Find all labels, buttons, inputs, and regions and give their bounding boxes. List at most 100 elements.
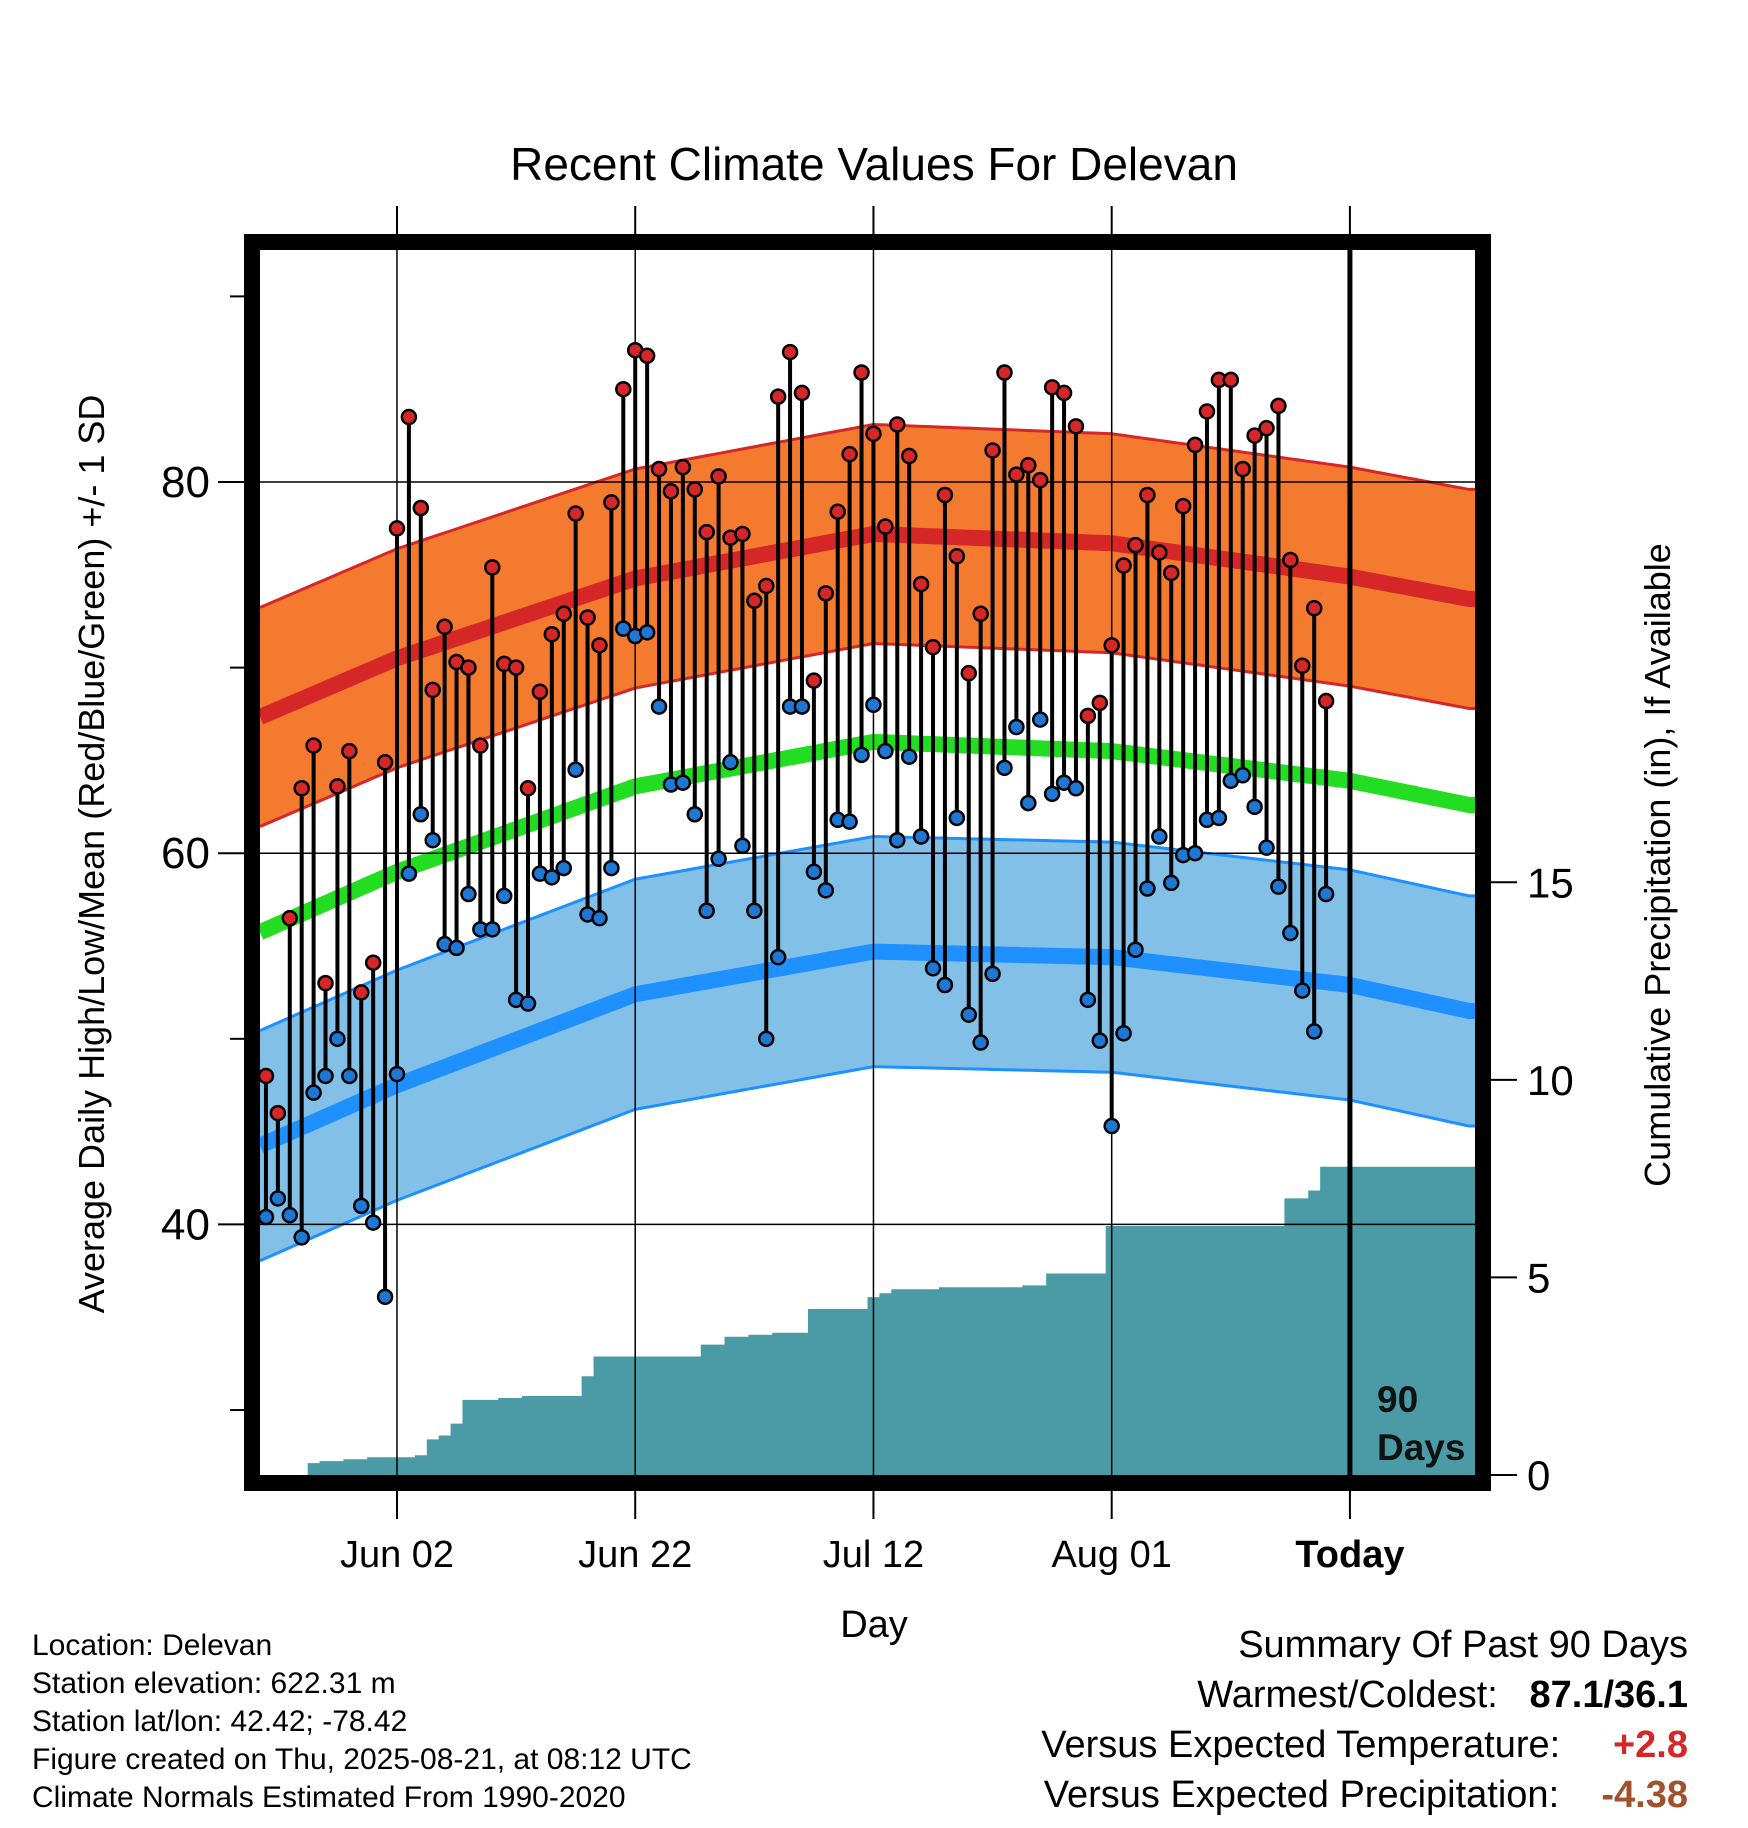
chart-title: Recent Climate Values For Delevan xyxy=(510,138,1238,190)
high-point xyxy=(400,408,418,426)
low-point xyxy=(305,1084,322,1101)
high-point xyxy=(1115,557,1132,574)
high-point xyxy=(984,442,1001,459)
high-point xyxy=(877,518,894,535)
axis-ticks: 40 60 80 0 5 10 15 Jun 02 Jun 22 Jul 12 Aug 01 Toda… xyxy=(161,206,1574,1576)
high-point xyxy=(960,664,977,682)
high-band-lower-edge xyxy=(259,641,1475,828)
low-point xyxy=(817,882,835,899)
low-point xyxy=(269,1190,287,1207)
low-point xyxy=(1151,828,1168,845)
high-point xyxy=(781,343,799,361)
high-point xyxy=(793,384,811,402)
high-point xyxy=(293,780,310,797)
low-point xyxy=(555,859,572,877)
x-axis-label: Day xyxy=(840,1604,908,1646)
high-point xyxy=(341,742,358,760)
low-point xyxy=(591,909,608,927)
summary-title: Summary Of Past 90 Days xyxy=(1238,1624,1688,1666)
low-point xyxy=(686,805,704,823)
warmest-value: 87.1/36.1 xyxy=(1529,1674,1688,1716)
high-point xyxy=(746,592,763,610)
warmest-label: Warmest/Coldest: xyxy=(1197,1674,1498,1716)
high-point xyxy=(1067,418,1085,435)
high-point xyxy=(996,364,1013,381)
high-point xyxy=(674,458,692,476)
low-point xyxy=(1127,941,1144,958)
high-point xyxy=(865,425,882,442)
station-info: Location: Delevan Station elevation: 622… xyxy=(32,1627,692,1817)
high-point xyxy=(638,347,656,365)
today-marker-label-days: Days xyxy=(1377,1427,1465,1468)
info-normals: Climate Normals Estimated From 1990-2020 xyxy=(32,1781,626,1814)
low-point xyxy=(674,774,692,791)
high-point xyxy=(412,499,430,517)
high-point xyxy=(1270,397,1287,415)
low-point xyxy=(793,698,811,715)
high-point xyxy=(972,605,989,623)
y-tick-label: 40 xyxy=(161,1200,210,1249)
precipitation-area xyxy=(260,1166,1475,1475)
low-point xyxy=(650,698,668,715)
low-mean-line xyxy=(256,943,1475,1154)
low-point xyxy=(1234,767,1251,784)
y-tick-label: 60 xyxy=(161,829,210,878)
high-point xyxy=(686,481,704,498)
high-point xyxy=(805,672,823,689)
high-point xyxy=(460,659,477,676)
summary-precip-row: Versus Expected Precipitation: -4.38 xyxy=(1041,1770,1688,1820)
high-point xyxy=(269,1104,287,1122)
low-point xyxy=(710,850,727,868)
daily-range-stems xyxy=(263,350,1329,1297)
info-latlon: Station lat/lon: 42.42; -78.42 xyxy=(32,1705,408,1738)
low-point xyxy=(960,1006,977,1023)
low-point xyxy=(758,1030,775,1048)
low-point xyxy=(376,1288,394,1306)
y2-tick-label: 0 xyxy=(1527,1452,1550,1499)
high-point xyxy=(1031,471,1049,489)
low-point xyxy=(900,748,918,765)
daily-mean-line xyxy=(256,733,1475,940)
temp-label: Versus Expected Temperature: xyxy=(1041,1724,1561,1766)
y2-tick-label: 15 xyxy=(1527,859,1574,906)
low-point xyxy=(722,754,739,771)
low-point xyxy=(412,805,430,823)
y-tick-label: 80 xyxy=(161,458,210,507)
low-point xyxy=(841,813,858,830)
plot-border xyxy=(244,234,1491,1491)
high-point xyxy=(353,984,370,1001)
low-point xyxy=(341,1067,358,1085)
high-point xyxy=(1008,466,1025,483)
high-point xyxy=(912,575,930,593)
high-point xyxy=(1055,384,1073,402)
high-point xyxy=(936,486,954,504)
high-point xyxy=(376,754,394,771)
low-point xyxy=(388,1065,406,1083)
low-point xyxy=(1258,839,1275,856)
low-point xyxy=(495,887,513,905)
cumulative-precipitation xyxy=(260,1166,1475,1475)
low-band xyxy=(260,836,1475,1261)
info-created: Figure created on Thu, 2025-08-21, at 08… xyxy=(32,1743,692,1776)
y-axis-label: Average Daily High/Low/Mean (Red/Blue/Gr… xyxy=(71,395,112,1314)
high-point xyxy=(579,609,596,626)
high-point xyxy=(281,909,299,927)
high-point xyxy=(388,520,406,537)
high-point xyxy=(1305,599,1323,617)
low-point xyxy=(1317,885,1335,903)
low-point xyxy=(865,696,882,713)
low-point xyxy=(353,1197,370,1215)
high-point xyxy=(829,503,846,520)
low-point xyxy=(948,809,966,827)
summary-temp-row: Versus Expected Temperature: +2.8 xyxy=(1041,1720,1688,1770)
low-point xyxy=(1294,982,1311,999)
low-point xyxy=(698,902,715,920)
low-point xyxy=(317,1067,334,1085)
low-point xyxy=(603,859,620,877)
high-point xyxy=(853,364,870,381)
high-point xyxy=(257,1067,275,1085)
high-point xyxy=(555,605,572,623)
high-point xyxy=(472,737,489,754)
high-point xyxy=(1127,536,1144,554)
high-point xyxy=(948,548,966,565)
